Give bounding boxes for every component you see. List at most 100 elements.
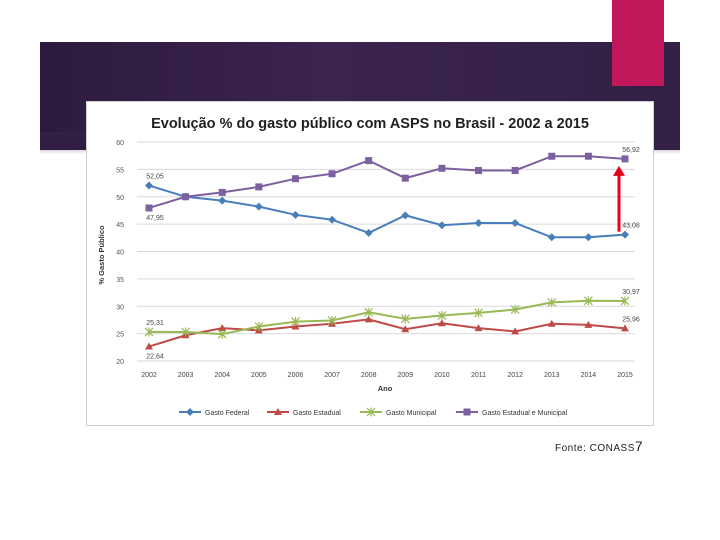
point-diamond xyxy=(145,181,153,190)
point-diamond xyxy=(547,233,556,242)
arrow-head xyxy=(613,165,625,176)
point-triangle xyxy=(584,320,593,328)
point-diamond xyxy=(511,219,520,228)
point-star xyxy=(474,308,483,318)
point-triangle xyxy=(145,342,153,350)
point-diamond xyxy=(254,202,263,211)
point-star xyxy=(364,307,374,317)
x-tick-label: 2006 xyxy=(288,372,304,379)
point-square xyxy=(328,170,336,178)
data-labels: 52,05 47,95 56,92 43,08 25,31 22,64 30,97 25,96 xyxy=(146,147,640,361)
point-square xyxy=(511,166,519,174)
y-tick-label: 35 xyxy=(116,277,124,284)
point-diamond xyxy=(291,210,300,219)
point-diamond xyxy=(437,221,446,230)
x-axis-label: Ano xyxy=(378,384,393,393)
x-tick-label: 2002 xyxy=(141,372,157,379)
y-tick-label: 45 xyxy=(116,222,124,229)
data-label: 30,97 xyxy=(622,289,640,296)
x-tick-label: 2013 xyxy=(544,372,560,379)
legend-label: Gasto Municipal xyxy=(386,410,437,417)
chart-title: Evolução % do gasto público com ASPS no … xyxy=(151,116,589,132)
point-triangle xyxy=(401,325,410,333)
point-diamond xyxy=(364,228,373,237)
x-tick-label: 2004 xyxy=(214,372,230,379)
y-tick-label: 25 xyxy=(116,332,124,339)
point-square xyxy=(291,175,299,183)
point-square xyxy=(548,152,556,160)
point-star xyxy=(291,317,300,327)
point-triangle xyxy=(547,319,556,327)
data-label: 25,31 xyxy=(146,320,164,327)
point-star xyxy=(400,314,410,324)
series-line-estadual xyxy=(148,318,626,348)
x-tick-label: 2014 xyxy=(581,372,597,379)
point-triangle xyxy=(274,408,282,415)
gridlines xyxy=(137,141,635,362)
point-triangle xyxy=(364,315,373,323)
data-label: 56,92 xyxy=(622,147,640,154)
point-star xyxy=(217,329,227,339)
x-tick-label: 2015 xyxy=(617,372,633,379)
footer: Fonte: CONASS7 xyxy=(555,438,643,454)
y-axis-label: % Gasto Público xyxy=(97,225,106,285)
point-square xyxy=(365,157,373,165)
data-label: 47,95 xyxy=(146,215,164,222)
y-tick-label: 30 xyxy=(116,304,124,311)
point-diamond xyxy=(474,219,483,228)
x-axis-ticks: 2002 2003 2004 2005 2006 2007 2008 2009 2010 2011… xyxy=(141,372,633,379)
y-axis-ticks: 20 25 30 35 40 45 50 55 60 xyxy=(116,140,124,366)
chart-panel: 20 25 30 35 40 45 50 55 60 2002 2003 2004 2005 2006 2… xyxy=(86,101,654,426)
series-line-municipal xyxy=(148,299,626,336)
point-diamond xyxy=(401,211,410,220)
data-label: 43,08 xyxy=(622,223,640,230)
point-star xyxy=(144,327,154,337)
point-square xyxy=(584,152,592,160)
series-line-estadual_municipal xyxy=(148,155,626,209)
point-square xyxy=(218,188,226,196)
legend-label: Gasto Estadual e Municipal xyxy=(482,410,568,417)
series-line-federal xyxy=(148,184,626,239)
point-square xyxy=(255,183,263,191)
x-tick-label: 2008 xyxy=(361,372,377,379)
point-square xyxy=(401,174,409,182)
legend-label: Gasto Federal xyxy=(205,410,250,417)
point-square xyxy=(463,408,471,416)
point-diamond xyxy=(328,215,337,224)
arrow-annotation xyxy=(613,165,625,232)
data-label: 22,64 xyxy=(146,354,164,361)
x-tick-label: 2011 xyxy=(471,372,486,379)
point-square xyxy=(145,204,153,212)
slide-number: 7 xyxy=(634,438,644,454)
point-square xyxy=(475,166,483,174)
point-star xyxy=(254,322,264,332)
y-tick-label: 20 xyxy=(116,359,124,366)
data-label: 52,05 xyxy=(146,174,164,181)
y-tick-label: 55 xyxy=(116,167,124,174)
y-tick-label: 60 xyxy=(116,140,124,147)
point-square xyxy=(438,164,446,172)
point-triangle xyxy=(621,324,629,332)
point-star xyxy=(366,407,376,417)
point-star xyxy=(181,327,191,337)
x-tick-label: 2012 xyxy=(507,372,523,379)
point-diamond xyxy=(218,196,227,205)
series-markers xyxy=(144,152,630,350)
point-star xyxy=(437,311,447,321)
point-diamond xyxy=(186,408,194,416)
x-tick-label: 2010 xyxy=(434,372,450,379)
point-star xyxy=(547,297,557,307)
point-triangle xyxy=(218,324,227,332)
point-triangle xyxy=(474,324,483,332)
x-tick-label: 2007 xyxy=(324,372,340,379)
data-label: 25,96 xyxy=(622,316,640,323)
y-tick-label: 40 xyxy=(116,250,124,257)
point-square xyxy=(621,155,629,163)
series-lines xyxy=(148,155,626,348)
source-note: Fonte: CONASS xyxy=(555,443,635,454)
point-square xyxy=(182,193,190,201)
accent-tab xyxy=(612,0,664,86)
point-diamond xyxy=(584,233,593,242)
x-tick-label: 2003 xyxy=(178,372,194,379)
